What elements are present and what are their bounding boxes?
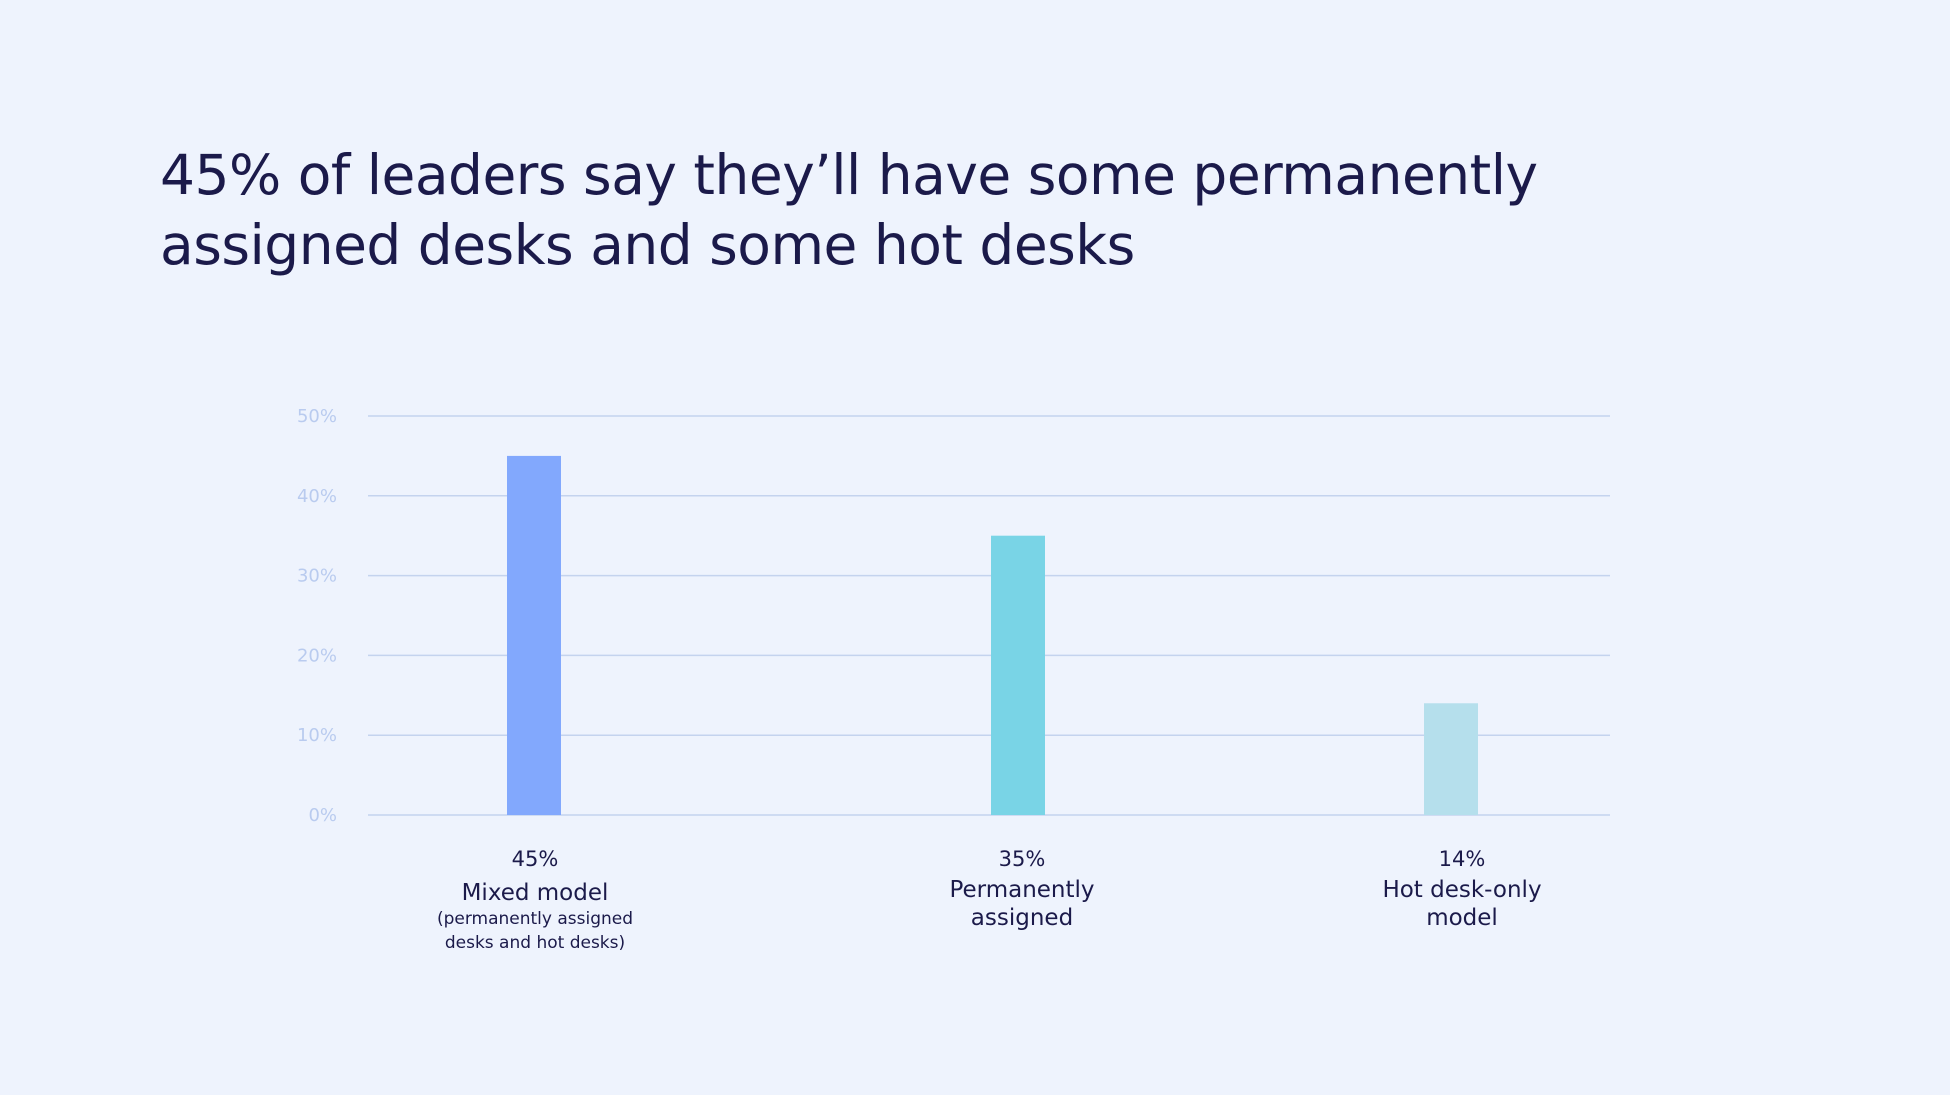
value-label: 14%: [1439, 847, 1486, 871]
y-tick-label: 40%: [297, 486, 337, 507]
category-label: Mixed model: [462, 880, 609, 906]
y-tick-label: 30%: [297, 566, 337, 587]
y-tick-label: 20%: [297, 645, 337, 666]
bar: [507, 455, 561, 815]
category-label: Hot desk-only: [1382, 877, 1541, 903]
bar: [1424, 703, 1478, 815]
category-sublabel: (permanently assigned: [437, 909, 633, 929]
category-label: Permanently: [949, 877, 1094, 903]
value-label: 45%: [512, 847, 559, 871]
category-sublabel: desks and hot desks): [445, 933, 625, 953]
value-label: 35%: [999, 847, 1046, 871]
bar: [991, 535, 1045, 815]
page-title: 45% of leaders say they’ll have some per…: [160, 143, 1538, 277]
y-tick-label: 10%: [297, 725, 337, 746]
category-label: model: [1426, 905, 1498, 931]
y-tick-label: 50%: [297, 406, 337, 427]
category-label: assigned: [971, 905, 1073, 931]
y-tick-label: 0%: [308, 805, 337, 826]
